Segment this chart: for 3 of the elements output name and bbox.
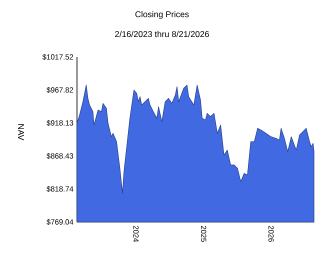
y-axis-title: NAV: [18, 124, 24, 140]
chart-title: Closing Prices: [135, 11, 189, 19]
chart-subtitle: 2/16/2023 thru 8/21/2026: [115, 30, 209, 38]
